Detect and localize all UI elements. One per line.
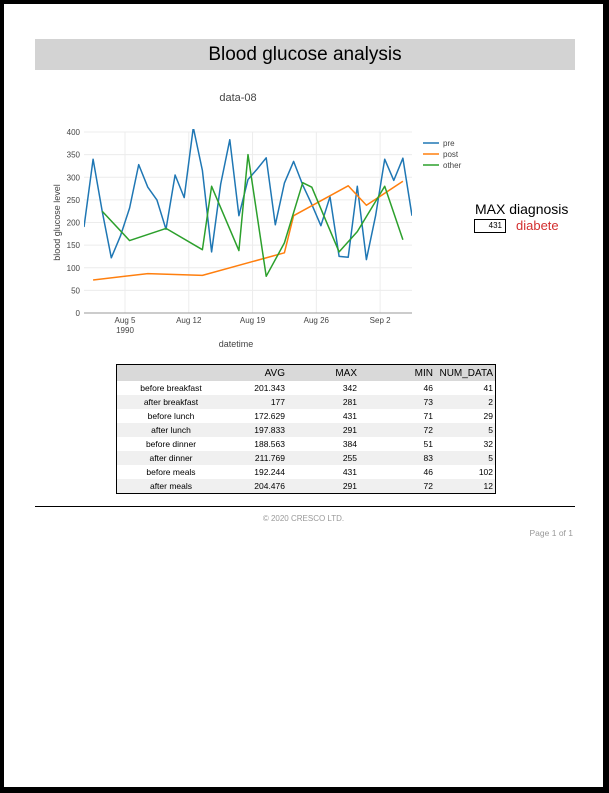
diagnosis-result: diabete: [516, 218, 559, 233]
x-tick-label: Aug 26: [304, 316, 330, 325]
series-line-other: [101, 153, 404, 278]
table-cell: 29: [483, 411, 493, 421]
row-label: before lunch: [147, 411, 195, 421]
glucose-line-chart: data-08 0 50 100 150 200 250 300 350 400 Aug 51990…: [52, 92, 462, 349]
table-cell: 291: [287, 423, 359, 437]
row-label: before meals: [146, 467, 196, 477]
table-cell: 83: [359, 451, 435, 465]
table-cell: 192.244: [254, 467, 285, 477]
row-label: after meals: [116, 479, 225, 494]
row-label: after lunch: [116, 423, 225, 437]
table-cell: 32: [483, 439, 493, 449]
copyright-text: © 2020 CRESCO LTD.: [262, 514, 345, 523]
x-tick-label: Sep 2: [370, 316, 391, 325]
y-tick-label: 200: [67, 219, 81, 228]
table-cell: 72: [359, 479, 435, 494]
row-label: before dinner: [145, 439, 197, 449]
table-cell: 197.833: [225, 423, 287, 437]
table-row: before meals 192.244 431 46 102: [117, 465, 496, 479]
x-tick-label: Aug 5: [115, 316, 136, 325]
table-row: before dinner 188.563 384 51 32: [117, 437, 496, 451]
x-tick-label: Aug 12: [176, 316, 202, 325]
row-label: after breakfast: [116, 395, 225, 409]
table-cell: 51: [423, 439, 433, 449]
y-tick-label: 150: [67, 241, 81, 250]
table-cell: 291: [287, 479, 359, 494]
table-cell: 255: [287, 451, 359, 465]
y-tick-label: 350: [67, 151, 81, 160]
stats-table: AVG MAX MIN NUM_DATA before breakfast 201…: [116, 364, 496, 494]
table-cell: 204.476: [225, 479, 287, 494]
table-row: after dinner 211.769 255 83 5: [116, 451, 496, 465]
y-tick-label: 100: [67, 264, 81, 273]
table-cell: 46: [423, 467, 433, 477]
table-cell: 177: [225, 395, 287, 409]
table-cell: 12: [435, 479, 496, 494]
series-line-pre: [84, 129, 412, 261]
legend-label-pre: pre: [443, 139, 455, 148]
table-cell: 172.629: [254, 411, 285, 421]
table-cell: 5: [435, 423, 496, 437]
legend-label-other: other: [443, 161, 462, 170]
table-header-row: AVG MAX MIN NUM_DATA: [116, 364, 496, 381]
table-row: after breakfast 177 281 73 2: [116, 395, 496, 409]
table-cell: 2: [435, 395, 496, 409]
table-cell: 41: [483, 383, 493, 393]
table-cell: 188.563: [254, 439, 285, 449]
table-cell: 431: [342, 411, 357, 421]
table-cell: 384: [342, 439, 357, 449]
table-cell: 281: [287, 395, 359, 409]
table-row: before lunch 172.629 431 71 29: [117, 409, 496, 423]
row-label: before breakfast: [140, 383, 202, 393]
diagnosis-value-box: 431: [474, 219, 506, 233]
column-header: [116, 364, 225, 381]
table-cell: 431: [342, 467, 357, 477]
table-cell: 71: [423, 411, 433, 421]
table-cell: 73: [359, 395, 435, 409]
report-title: Blood glucose analysis: [35, 39, 575, 70]
table-cell: 211.769: [225, 451, 287, 465]
table-cell: 46: [423, 383, 433, 393]
x-tick-label: Aug 19: [240, 316, 266, 325]
series-line-post: [93, 180, 404, 281]
column-header: MAX: [287, 364, 359, 381]
column-header: AVG: [225, 364, 287, 381]
table-cell: 72: [359, 423, 435, 437]
y-tick-label: 300: [67, 173, 81, 182]
table-row: after meals 204.476 291 72 12: [116, 479, 496, 494]
legend-label-post: post: [443, 150, 459, 159]
footer-divider: [35, 506, 575, 507]
table-cell: 201.343: [254, 383, 285, 393]
y-tick-label: 400: [67, 128, 81, 137]
chart-title: data-08: [219, 92, 256, 104]
page-number: Page 1 of 1: [529, 528, 573, 538]
column-header: MIN: [359, 364, 435, 381]
table-cell: 342: [342, 383, 357, 393]
table-row: before breakfast 201.343 342 46 41: [117, 381, 496, 395]
x-axis-label: datetime: [219, 339, 254, 349]
y-tick-label: 0: [76, 309, 81, 318]
x-tick-sublabel: 1990: [116, 326, 134, 335]
y-tick-label: 250: [67, 196, 81, 205]
row-label: after dinner: [116, 451, 225, 465]
y-tick-label: 50: [71, 286, 80, 295]
diagnosis-label: MAX diagnosis: [475, 201, 569, 217]
table-row: after lunch 197.833 291 72 5: [116, 423, 496, 437]
column-header: NUM_DATA: [435, 364, 496, 381]
table-cell: 5: [435, 451, 496, 465]
y-axis-label: blood glucose level: [52, 184, 62, 261]
report-page: Blood glucose analysis data-08 0 50 100 150 2…: [4, 4, 603, 787]
table-cell: 102: [478, 467, 493, 477]
